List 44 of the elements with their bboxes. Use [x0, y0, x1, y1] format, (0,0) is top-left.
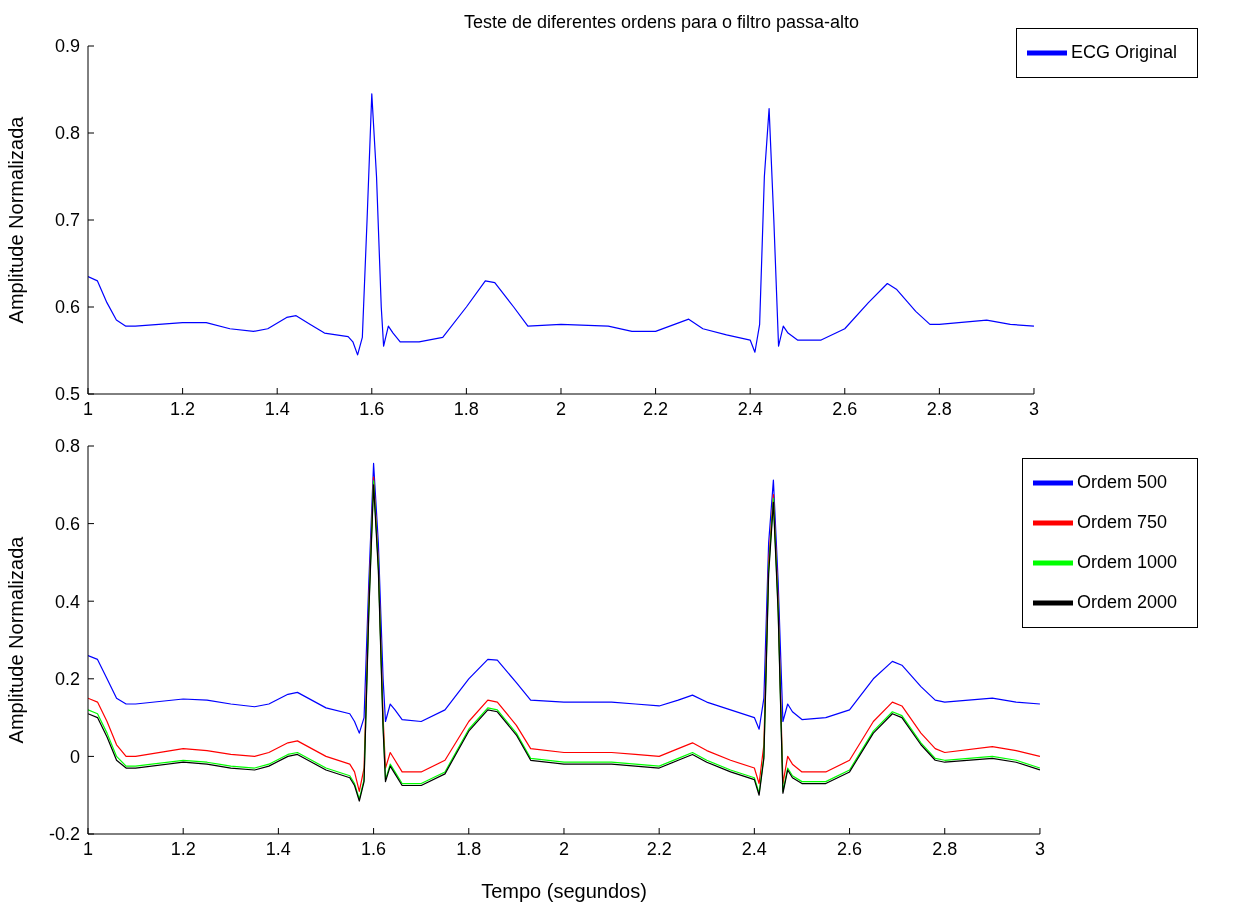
chart-title: Teste de diferentes ordens para o filtro passa-alto: [462, 12, 861, 33]
x-tick-label: 2.6: [832, 398, 858, 419]
x-tick-label: 2.4: [741, 838, 767, 859]
line-series: [88, 93, 1034, 356]
y-tick-label: 0.5: [54, 384, 80, 405]
legend-label: Ordem 2000: [1076, 591, 1177, 612]
x-tick-label: 1.2: [170, 398, 196, 419]
y-tick-label: 0.2: [54, 669, 80, 690]
x-tick-label: 2: [555, 398, 566, 419]
x-tick-label: 1.4: [265, 838, 291, 859]
legend-label: ECG Original: [1070, 41, 1177, 62]
y-tick-label: 0: [69, 746, 80, 767]
x-tick-label: 2.4: [737, 398, 763, 419]
x-tick-label: 2.2: [646, 838, 672, 859]
legend-label: Ordem 500: [1076, 471, 1167, 492]
x-tick-label: 3: [1028, 398, 1039, 419]
x-tick-label: 1.6: [359, 398, 385, 419]
y-tick-label: 0.6: [54, 513, 80, 534]
x-tick-label: 1.4: [264, 398, 290, 419]
x-tick-label: 3: [1034, 838, 1045, 859]
x-tick-label: 1.8: [456, 838, 482, 859]
y-tick-label: 0.9: [54, 36, 80, 57]
y-tick-label: 0.8: [54, 436, 80, 457]
x-tick-label: 2.8: [926, 398, 952, 419]
line-series: [88, 462, 1040, 734]
x-tick-label: 1.6: [361, 838, 387, 859]
x-tick-label: 1.2: [170, 838, 196, 859]
x-tick-label: 1.8: [453, 398, 479, 419]
x-tick-label: 1: [82, 838, 94, 859]
y-tick-label: 0.8: [54, 123, 80, 144]
x-tick-label: 2.8: [932, 838, 958, 859]
x-axis-title: Tempo (segundos): [481, 880, 647, 902]
y-axis-title: Amplitude Normalizada: [5, 115, 28, 324]
x-tick-label: 2.2: [643, 398, 669, 419]
legend-label: Ordem 1000: [1076, 551, 1177, 572]
y-tick-label: 0.7: [54, 210, 80, 231]
y-tick-label: 0.6: [54, 297, 80, 318]
x-tick-label: 2: [558, 838, 569, 859]
y-axis-title: Amplitude Normalizada: [5, 535, 28, 744]
y-tick-label: -0.2: [48, 824, 80, 845]
x-tick-label: 1: [82, 398, 94, 419]
x-tick-label: 2.6: [837, 838, 863, 859]
y-tick-label: 0.4: [54, 591, 80, 612]
legend-label: Ordem 750: [1076, 511, 1167, 532]
